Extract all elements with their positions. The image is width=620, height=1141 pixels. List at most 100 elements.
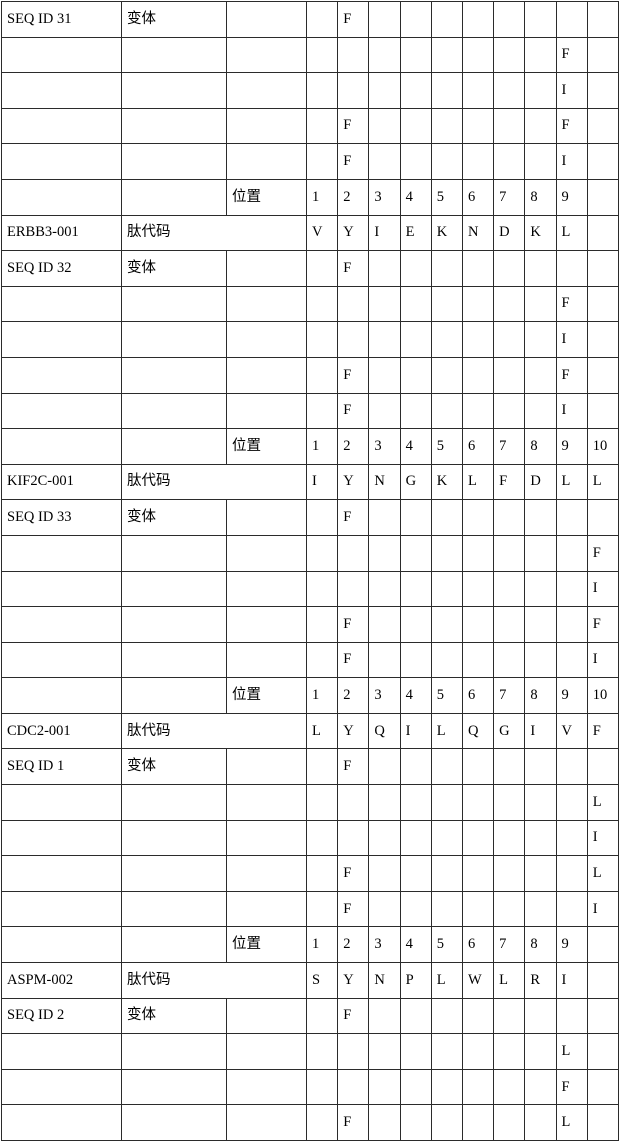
cell-position-7 (494, 1105, 525, 1141)
cell-position-8 (525, 1034, 556, 1070)
cell-sequence-id (2, 927, 122, 963)
cell-position-2: F (338, 500, 369, 536)
cell-position-8 (525, 785, 556, 821)
cell-position-9: F (556, 357, 587, 393)
cell-position-1 (307, 322, 338, 358)
cell-position-2 (338, 535, 369, 571)
cell-sub-blank (227, 535, 307, 571)
table-row: F (2, 1069, 619, 1105)
cell-row-label (122, 322, 227, 358)
cell-row-label (122, 73, 227, 109)
cell-sub-blank (227, 749, 307, 785)
cell-position-3 (369, 856, 400, 892)
cell-position-7 (494, 322, 525, 358)
cell-position-6 (462, 322, 493, 358)
cell-position-2: 2 (338, 429, 369, 465)
cell-row-label: 变体 (122, 500, 227, 536)
cell-position-7 (494, 607, 525, 643)
cell-position-1 (307, 357, 338, 393)
cell-row-label (122, 429, 227, 465)
cell-position-1 (307, 286, 338, 322)
cell-position-1: 1 (307, 179, 338, 215)
cell-position-8 (525, 1105, 556, 1141)
cell-sequence-id (2, 144, 122, 180)
cell-position-10 (587, 286, 618, 322)
cell-position-1: I (307, 464, 338, 500)
cell-position-8: D (525, 464, 556, 500)
cell-position-5 (431, 108, 462, 144)
cell-sequence-id (2, 1034, 122, 1070)
cell-position-9 (556, 856, 587, 892)
cell-position-9 (556, 785, 587, 821)
cell-position-5 (431, 286, 462, 322)
cell-position-6 (462, 998, 493, 1034)
cell-position-2: 2 (338, 678, 369, 714)
cell-row-label (122, 820, 227, 856)
cell-row-label (122, 678, 227, 714)
cell-position-1: S (307, 963, 338, 999)
cell-sub-blank (227, 785, 307, 821)
cell-position-10 (587, 215, 618, 251)
cell-position-4 (400, 820, 431, 856)
cell-position-3 (369, 251, 400, 287)
cell-position-4 (400, 1069, 431, 1105)
cell-position-7 (494, 286, 525, 322)
cell-position-3 (369, 322, 400, 358)
cell-position-6 (462, 1105, 493, 1141)
cell-position-2: F (338, 108, 369, 144)
cell-position-10: L (587, 464, 618, 500)
cell-sequence-id (2, 179, 122, 215)
cell-position-8 (525, 2, 556, 38)
cell-row-label (122, 357, 227, 393)
table-row: I (2, 820, 619, 856)
cell-position-10 (587, 179, 618, 215)
cell-position-10 (587, 108, 618, 144)
table-row: FL (2, 856, 619, 892)
cell-position-9: I (556, 963, 587, 999)
cell-row-label (122, 144, 227, 180)
table-row: SEQ ID 1变体F (2, 749, 619, 785)
cell-position-9 (556, 2, 587, 38)
cell-position-5 (431, 535, 462, 571)
cell-position-1 (307, 1105, 338, 1141)
cell-position-8 (525, 642, 556, 678)
cell-row-label (122, 179, 227, 215)
cell-position-7 (494, 357, 525, 393)
cell-row-label (122, 607, 227, 643)
cell-position-2 (338, 286, 369, 322)
cell-sub-blank (227, 571, 307, 607)
cell-row-label (122, 286, 227, 322)
cell-position-8: 8 (525, 429, 556, 465)
cell-sub-blank (227, 820, 307, 856)
cell-position-9: L (556, 464, 587, 500)
cell-position-1 (307, 535, 338, 571)
cell-row-label: 肽代码 (122, 713, 307, 749)
cell-position-4: P (400, 963, 431, 999)
cell-position-7 (494, 820, 525, 856)
cell-position-5 (431, 357, 462, 393)
cell-position-10 (587, 251, 618, 287)
cell-position-3 (369, 1069, 400, 1105)
cell-position-3 (369, 286, 400, 322)
cell-sub-blank (227, 642, 307, 678)
cell-position-10 (587, 357, 618, 393)
cell-position-4 (400, 856, 431, 892)
cell-sequence-id (2, 73, 122, 109)
cell-position-9: 9 (556, 678, 587, 714)
cell-sequence-id (2, 286, 122, 322)
cell-position-3 (369, 1105, 400, 1141)
cell-position-10 (587, 927, 618, 963)
cell-position-10 (587, 963, 618, 999)
cell-position-7 (494, 37, 525, 73)
cell-position-10 (587, 1105, 618, 1141)
cell-position-7: 7 (494, 429, 525, 465)
cell-sequence-id (2, 393, 122, 429)
cell-position-8 (525, 357, 556, 393)
table-row: 位置123456789 (2, 179, 619, 215)
table-row: I (2, 73, 619, 109)
cell-position-7: 7 (494, 927, 525, 963)
cell-position-4 (400, 535, 431, 571)
cell-position-7 (494, 251, 525, 287)
table-row: I (2, 322, 619, 358)
cell-position-label: 位置 (227, 678, 307, 714)
